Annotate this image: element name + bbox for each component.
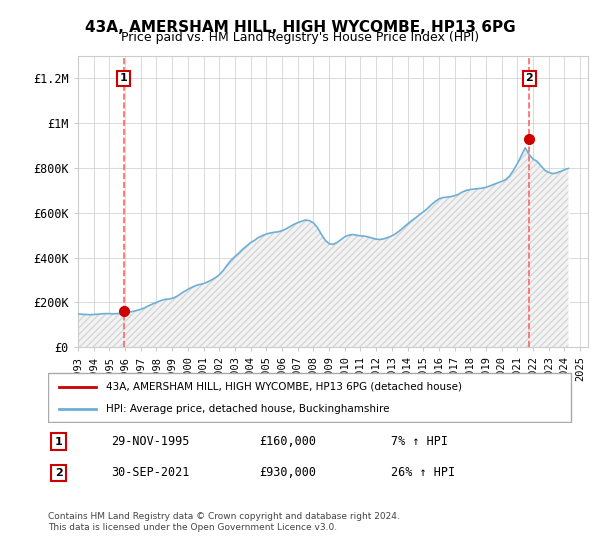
Text: 43A, AMERSHAM HILL, HIGH WYCOMBE, HP13 6PG (detached house): 43A, AMERSHAM HILL, HIGH WYCOMBE, HP13 6… (106, 381, 462, 391)
FancyBboxPatch shape (48, 374, 571, 422)
Text: 29-NOV-1995: 29-NOV-1995 (112, 435, 190, 448)
Text: Contains HM Land Registry data © Crown copyright and database right 2024.
This d: Contains HM Land Registry data © Crown c… (48, 512, 400, 532)
Text: 26% ↑ HPI: 26% ↑ HPI (391, 466, 455, 479)
Text: 2: 2 (525, 73, 533, 83)
Text: £930,000: £930,000 (259, 466, 316, 479)
Text: HPI: Average price, detached house, Buckinghamshire: HPI: Average price, detached house, Buck… (106, 404, 389, 414)
Text: 2: 2 (55, 468, 62, 478)
Text: 7% ↑ HPI: 7% ↑ HPI (391, 435, 448, 448)
Text: 43A, AMERSHAM HILL, HIGH WYCOMBE, HP13 6PG: 43A, AMERSHAM HILL, HIGH WYCOMBE, HP13 6… (85, 20, 515, 35)
Text: 1: 1 (120, 73, 128, 83)
Text: £160,000: £160,000 (259, 435, 316, 448)
Text: Price paid vs. HM Land Registry's House Price Index (HPI): Price paid vs. HM Land Registry's House … (121, 31, 479, 44)
Text: 30-SEP-2021: 30-SEP-2021 (112, 466, 190, 479)
Text: 1: 1 (55, 437, 62, 447)
